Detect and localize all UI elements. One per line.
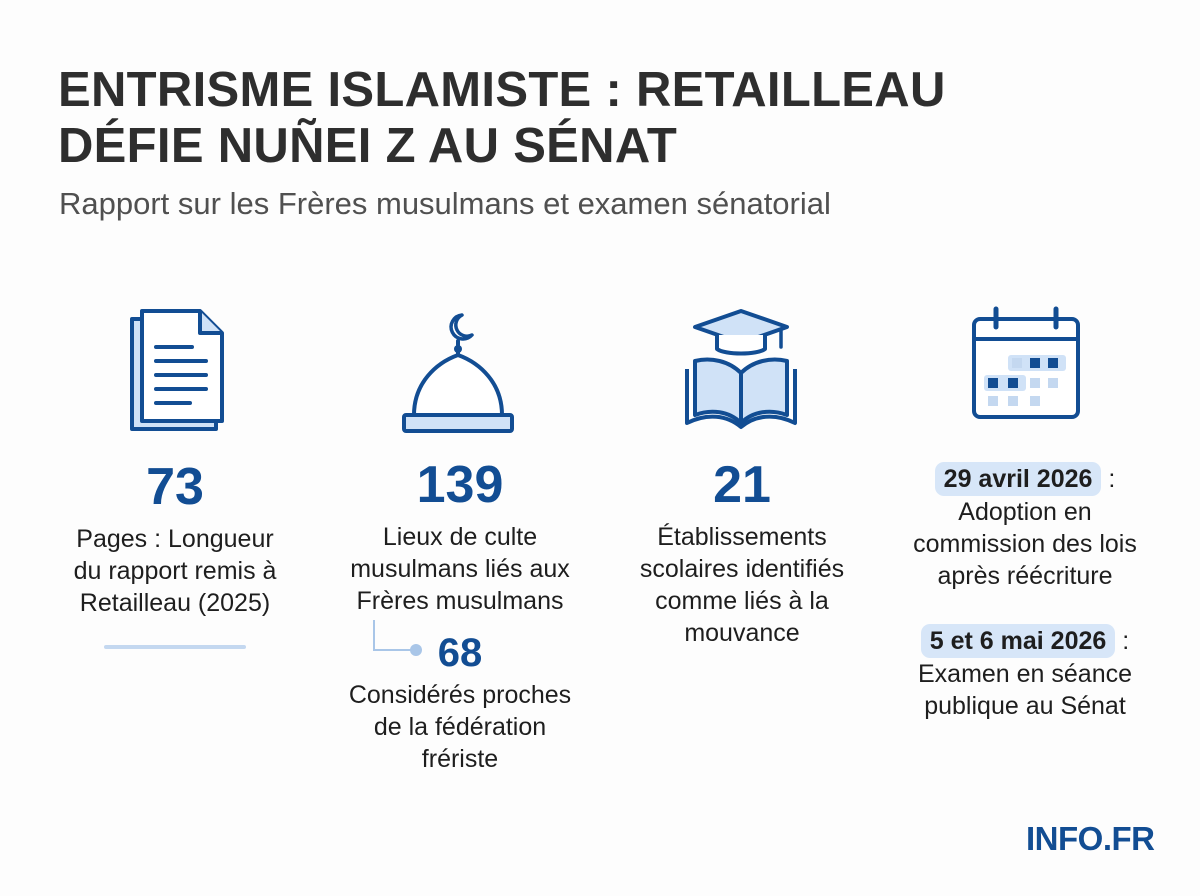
page-title: ENTRISME ISLAMISTE : RETAILLEAU DÉFIE NU… [58, 62, 1158, 174]
brand-logo: INFO.FR [1026, 820, 1155, 857]
date-badge: 29 avril 2026 [934, 462, 1102, 496]
stat-value: 139 [416, 456, 504, 514]
event-description: Examen en séance publique au Sénat [917, 660, 1133, 720]
sub-stat-description: Considérés proches de la fédération frér… [348, 681, 572, 773]
timeline-event-2: 5 et 6 mai 2026 : Examen en séance publi… [880, 624, 1170, 722]
event-description: Adoption en commission des lois après ré… [913, 498, 1137, 590]
page-subtitle: Rapport sur les Frères musulmans et exam… [59, 186, 831, 221]
stat-places-of-worship: 139 Lieux de culte musulmans liés aux Fr… [310, 305, 610, 617]
stat-description: Établissements scolaires identifiés comm… [639, 523, 845, 647]
graduation-book-icon [685, 309, 797, 429]
decorative-divider [104, 645, 246, 649]
stat-pages: 73 Pages : Longueur du rapport remis à R… [25, 305, 325, 649]
stat-value: 21 [713, 456, 771, 514]
document-icon [130, 309, 224, 431]
timeline-calendar [876, 305, 1176, 423]
connector-line [373, 620, 422, 656]
mosque-dome-icon [402, 313, 514, 433]
sub-stat-value: 68 [437, 631, 483, 675]
calendar-icon [972, 306, 1080, 419]
stat-description: Pages : Longueur du rapport remis à Reta… [73, 525, 277, 617]
title-line-2: DÉFIE NUÑEI Z AU SÉNAT [58, 119, 678, 173]
stat-schools: 21 Établissements scolaires identifiés c… [592, 305, 892, 649]
date-badge: 5 et 6 mai 2026 [920, 624, 1116, 658]
stat-description: Lieux de culte musulmans liés aux Frères… [350, 523, 570, 615]
stat-value: 73 [146, 458, 204, 516]
timeline-event-1: 29 avril 2026 : Adoption en commission d… [880, 462, 1170, 592]
title-line-1: ENTRISME ISLAMISTE : RETAILLEAU [58, 63, 946, 117]
